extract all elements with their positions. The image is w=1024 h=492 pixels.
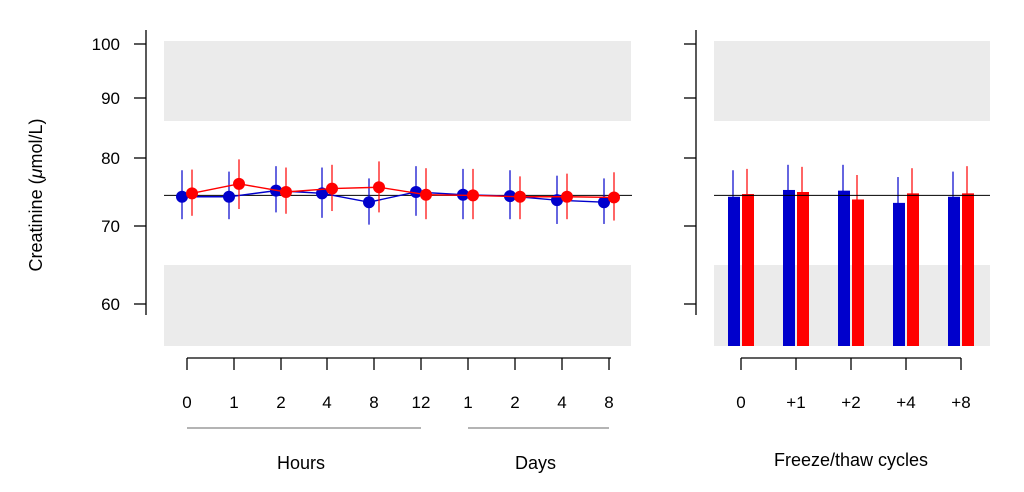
- data-point: [233, 177, 245, 190]
- bar-series-red: [742, 166, 974, 346]
- shaded-band: [164, 41, 631, 121]
- data-point: [561, 190, 573, 203]
- bar-series-blue: [728, 164, 960, 346]
- x-tick-label: 4: [557, 393, 566, 412]
- data-point: [363, 196, 375, 209]
- bar: [907, 193, 919, 346]
- x-tick-label: 1: [463, 393, 472, 412]
- series-line: [182, 189, 605, 203]
- y-tick-label: 80: [101, 149, 120, 168]
- x-tick-label: 2: [276, 393, 285, 412]
- bar: [838, 190, 850, 346]
- data-point: [514, 190, 526, 203]
- group-label: Days: [515, 453, 556, 473]
- x-tick-label: 0: [736, 393, 745, 412]
- data-point: [410, 186, 422, 198]
- x-tick-label: 8: [604, 393, 613, 412]
- x-tick-label: 1: [229, 393, 238, 412]
- bar: [948, 196, 960, 346]
- freeze-thaw-panel: 0 +1 +2 +4 +8 Freeze/thaw cycles: [684, 30, 990, 470]
- data-point: [420, 188, 432, 201]
- bar: [742, 194, 754, 346]
- data-point: [598, 196, 610, 209]
- x-tick-label: +4: [896, 393, 915, 412]
- data-point: [176, 190, 188, 203]
- x-tick-label: 2: [510, 393, 519, 412]
- bar: [893, 202, 905, 346]
- data-point: [316, 187, 328, 200]
- data-point: [373, 181, 385, 194]
- data-point: [223, 190, 235, 203]
- bar: [962, 193, 974, 346]
- x-tick-label: +2: [841, 393, 860, 412]
- group-label: Hours: [277, 453, 325, 473]
- series-red: [186, 159, 620, 221]
- x-tick-label: 12: [412, 393, 431, 412]
- data-point: [186, 187, 198, 200]
- x-tick-label: 0: [182, 393, 191, 412]
- bar: [728, 196, 740, 346]
- data-point: [280, 186, 292, 198]
- data-point: [326, 182, 338, 195]
- shaded-band: [164, 265, 631, 346]
- series-line: [191, 183, 615, 199]
- data-point: [608, 191, 620, 204]
- shaded-band: [714, 41, 990, 121]
- x-tick-label: +1: [786, 393, 805, 412]
- y-tick-label: 100: [92, 35, 120, 54]
- bar: [852, 199, 864, 346]
- x-tick-label: 8: [369, 393, 378, 412]
- bar: [783, 189, 795, 346]
- x-tick-label: +8: [951, 393, 970, 412]
- y-tick-label: 70: [101, 217, 120, 236]
- x-axis-title: Freeze/thaw cycles: [774, 450, 928, 470]
- x-tick-label: 4: [322, 393, 331, 412]
- data-point: [467, 189, 479, 202]
- bar: [797, 192, 809, 346]
- y-tick-label: 60: [101, 295, 120, 314]
- y-axis-title: Creatinine (μmol/L): [26, 119, 46, 272]
- y-tick-label: 90: [101, 89, 120, 108]
